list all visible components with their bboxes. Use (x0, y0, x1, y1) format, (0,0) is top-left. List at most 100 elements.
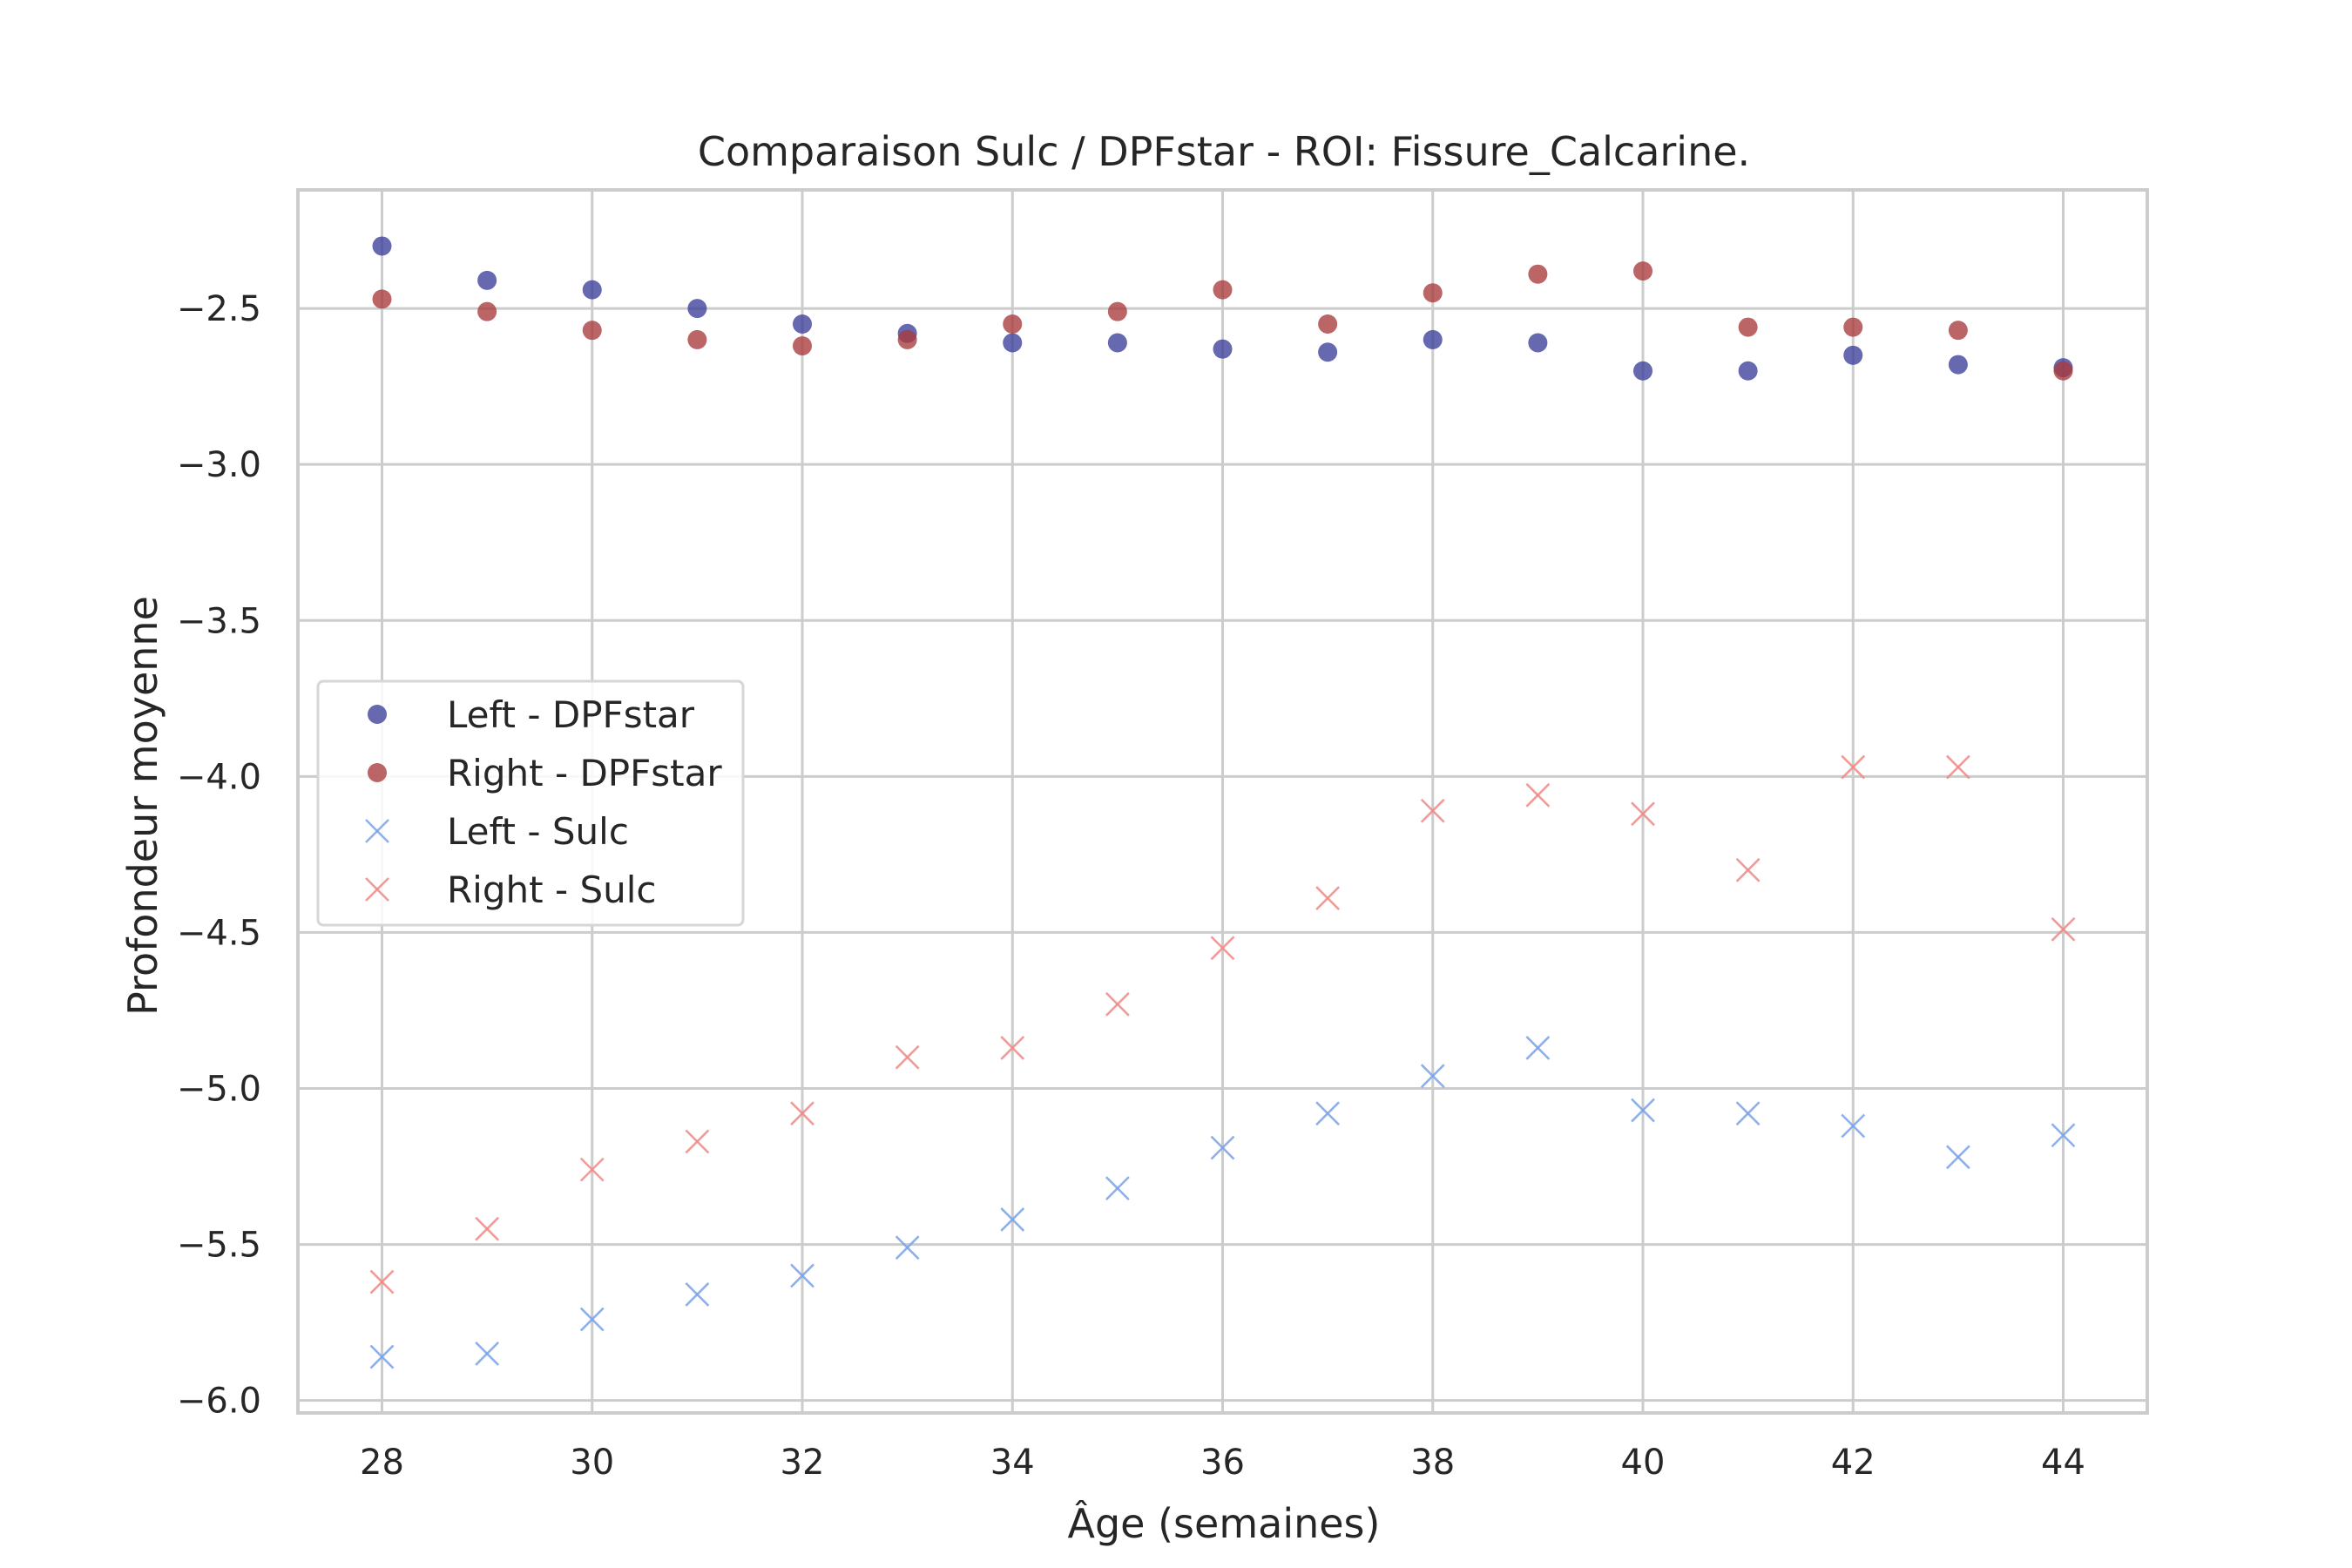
legend-box (316, 679, 745, 927)
legend-label: Right - Sulc (447, 868, 657, 911)
data-point-right-sulc (1210, 936, 1235, 961)
data-point-right-dpfstar (793, 336, 812, 356)
legend-item: Right - DPFstar (368, 752, 722, 794)
data-point-left-sulc (685, 1281, 710, 1307)
data-point-right-sulc (1631, 801, 1655, 827)
data-point-left-sulc (895, 1235, 920, 1260)
data-point-right-dpfstar (1633, 261, 1652, 281)
y-tick-label: −3.5 (177, 601, 261, 641)
y-tick-label: −6.0 (177, 1382, 261, 1422)
data-point-left-dpfstar (1948, 355, 1968, 375)
data-point-right-dpfstar (1107, 301, 1127, 321)
x-tick-label: 36 (1200, 1443, 1245, 1483)
y-tick-label: −5.0 (177, 1070, 261, 1110)
data-point-left-dpfstar (1318, 342, 1338, 362)
data-point-right-sulc (1420, 798, 1445, 823)
x-tick-label: 28 (360, 1443, 404, 1483)
legend: Left - DPFstar Right - DPFstar Left - Sulc… (316, 679, 745, 927)
data-point-left-sulc (1315, 1101, 1341, 1126)
grid-lines (298, 190, 2147, 1413)
data-point-left-dpfstar (477, 270, 497, 290)
y-axis-label: Profondeur moyenne (119, 596, 166, 1016)
data-point-left-sulc (579, 1307, 605, 1332)
y-tick-label: −4.5 (177, 913, 261, 953)
data-point-left-dpfstar (793, 314, 812, 335)
data-point-right-sulc (1315, 886, 1341, 910)
data-point-left-sulc (1945, 1145, 1970, 1170)
data-point-right-sulc (895, 1044, 920, 1070)
data-point-right-sulc (790, 1101, 814, 1126)
data-points (369, 236, 2076, 1369)
data-point-right-sulc (579, 1157, 605, 1182)
data-point-left-dpfstar (1107, 333, 1127, 353)
x-tick-label: 40 (1621, 1443, 1666, 1483)
y-tick-label: −4.0 (177, 757, 261, 797)
data-point-left-sulc (790, 1263, 814, 1288)
legend-item: Right - Sulc (365, 868, 657, 911)
data-point-left-dpfstar (1213, 339, 1233, 359)
data-point-left-dpfstar (1843, 345, 1863, 365)
data-point-right-sulc (1525, 782, 1551, 808)
data-point-right-dpfstar (1318, 314, 1338, 335)
legend-label: Left - DPFstar (447, 693, 695, 736)
legend-label: Left - Sulc (447, 810, 629, 853)
data-point-right-sulc (1841, 754, 1866, 780)
data-point-right-sulc (1105, 991, 1130, 1017)
legend-item: Left - Sulc (365, 810, 629, 853)
x-tick-label: 30 (570, 1443, 614, 1483)
x-tick-label: 42 (1831, 1443, 1876, 1483)
tick-labels: 28 30 32 34 36 38 40 42 44 −2.5 −3.0 −3.5 −4.0 −4.5 −5… (177, 289, 2085, 1483)
data-point-left-dpfstar (1633, 361, 1652, 381)
series-right-dpfstar (372, 261, 2073, 381)
data-point-left-sulc (1525, 1036, 1551, 1060)
legend-label: Right - DPFstar (447, 752, 722, 794)
data-point-left-sulc (1420, 1064, 1445, 1089)
chart-title: Comparaison Sulc / DPFstar - ROI: Fissur… (698, 128, 1750, 175)
data-point-left-sulc (475, 1342, 500, 1366)
legend-marker-right-dpfstar (368, 763, 387, 782)
data-point-right-dpfstar (1843, 317, 1863, 337)
legend-item: Left - DPFstar (368, 693, 695, 736)
data-point-left-dpfstar (687, 299, 707, 319)
data-point-right-dpfstar (897, 329, 917, 349)
data-point-right-dpfstar (687, 329, 707, 349)
y-tick-label: −2.5 (177, 289, 261, 329)
data-point-left-dpfstar (1528, 333, 1548, 353)
data-point-left-sulc (1210, 1135, 1235, 1160)
x-tick-label: 32 (781, 1443, 825, 1483)
data-point-right-sulc (685, 1129, 710, 1154)
legend-marker-left-dpfstar (368, 705, 387, 724)
x-tick-label: 38 (1410, 1443, 1455, 1483)
data-point-left-dpfstar (1738, 361, 1758, 381)
data-point-right-dpfstar (372, 289, 392, 309)
data-point-left-sulc (1735, 1101, 1761, 1126)
data-point-left-dpfstar (1423, 329, 1443, 349)
series-left-sulc (369, 1036, 2076, 1369)
data-point-left-dpfstar (582, 280, 602, 300)
data-point-right-dpfstar (582, 321, 602, 341)
data-point-right-dpfstar (1003, 314, 1023, 335)
data-point-right-sulc (1735, 857, 1761, 882)
data-point-left-sulc (1105, 1176, 1130, 1201)
plot-frame (296, 188, 2149, 1415)
data-point-left-sulc (1631, 1098, 1655, 1123)
x-tick-label: 44 (2041, 1443, 2085, 1483)
data-point-right-dpfstar (1423, 283, 1443, 303)
data-point-right-dpfstar (1213, 280, 1233, 300)
data-point-right-sulc (475, 1216, 500, 1241)
data-point-left-sulc (1841, 1113, 1866, 1139)
data-point-left-dpfstar (1003, 333, 1023, 353)
data-point-left-sulc (2051, 1123, 2076, 1148)
data-point-right-dpfstar (1528, 264, 1548, 284)
data-point-right-dpfstar (477, 301, 497, 321)
data-point-right-sulc (2051, 916, 2076, 942)
data-point-left-sulc (1000, 1207, 1025, 1232)
data-point-right-sulc (369, 1269, 395, 1294)
x-axis-label: Âge (semaines) (1068, 1500, 1381, 1547)
y-tick-label: −5.5 (177, 1226, 261, 1266)
series-left-dpfstar (372, 236, 2073, 381)
data-point-right-dpfstar (2053, 361, 2073, 381)
data-point-right-dpfstar (1948, 321, 1968, 341)
series-right-sulc (369, 754, 2076, 1294)
